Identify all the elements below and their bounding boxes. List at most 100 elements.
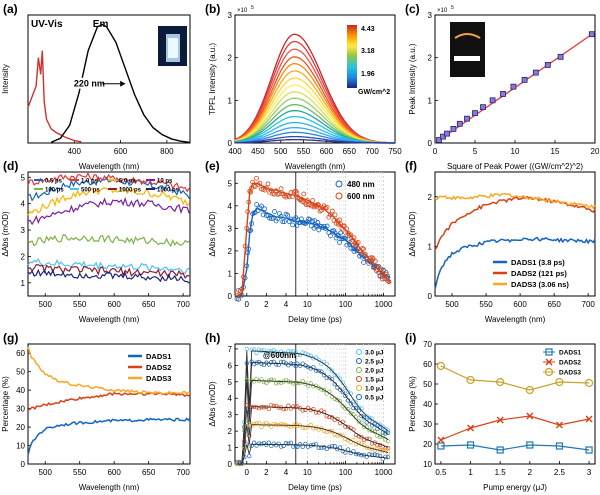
x-axis-label: Delay time (ps) — [288, 483, 342, 492]
kinetic-point — [263, 213, 269, 218]
y-tick-label: 0 — [21, 460, 26, 469]
x-tick-label: 600 — [114, 147, 128, 156]
kinetic-point — [308, 353, 313, 358]
data-marker — [436, 361, 446, 371]
x-tick-label: 4 — [284, 300, 289, 309]
data-marker — [466, 375, 475, 385]
y-tick-label: 0 — [228, 292, 233, 301]
y-axis-label: ΔAbs (mOD) — [208, 381, 217, 427]
kinetic-point — [272, 209, 277, 214]
kinetic-point — [266, 440, 271, 445]
y-tick-label: 4 — [228, 202, 233, 211]
kinetic-point — [315, 219, 321, 225]
inset-beam-arc — [454, 33, 481, 39]
kinetic-point — [278, 380, 284, 385]
kinetic-point — [269, 349, 274, 354]
y-tick-label: 30 — [16, 405, 25, 414]
kinetic-point — [361, 442, 367, 448]
x-tick-label: 600 — [107, 300, 121, 309]
data-point — [480, 104, 486, 111]
y-tick-label: 60 — [16, 349, 25, 358]
legend-label: DADS1 — [559, 350, 581, 357]
y-axis-label: Percentage (%) — [408, 376, 417, 432]
kinetic-point — [278, 349, 284, 354]
kinetic-point — [332, 372, 337, 377]
kinetic-point — [383, 271, 389, 277]
x-tick-label: 2 — [528, 468, 533, 477]
kinetic-point — [381, 268, 386, 274]
kinetic-point — [359, 435, 364, 440]
kinetic-point — [266, 378, 271, 383]
colorbar-tick-label: 4.43 — [361, 26, 375, 33]
plot-frame — [234, 171, 396, 297]
kinetic-point — [291, 404, 296, 409]
kinetic-point — [328, 212, 333, 218]
data-point — [521, 76, 528, 83]
kinetic-point — [283, 351, 289, 356]
x-tick-label: 700 — [176, 468, 190, 477]
data-marker — [555, 442, 564, 450]
kinetic-point — [280, 219, 286, 225]
kinetic-point — [261, 379, 267, 385]
y-tick-label: 0 — [228, 139, 233, 148]
kinetic-point — [254, 175, 259, 181]
y-axis-label: TPFL Intensity (a.u.) — [208, 43, 217, 116]
kinetic-point — [372, 448, 377, 453]
kinetic-point — [340, 433, 345, 439]
y-tick-label: 1 — [21, 279, 26, 288]
x-tick-label: 100 — [339, 468, 353, 477]
data-point — [489, 97, 496, 104]
legend-label: 480 nm — [347, 180, 375, 189]
kinetic-point — [347, 241, 352, 247]
x-tick-label: 650 — [142, 300, 156, 309]
kinetic-point — [345, 424, 351, 430]
kinetic-point — [332, 212, 338, 218]
fit-curve — [237, 406, 389, 465]
kinetic-point — [380, 434, 385, 439]
y-tick-label: 50 — [423, 380, 432, 389]
y-tick-label: 3 — [228, 224, 233, 233]
panel-label: (d) — [3, 159, 18, 173]
kinetic-point — [311, 406, 316, 412]
y-tick-label: 20 — [423, 440, 432, 449]
kinetic-point — [338, 230, 344, 236]
data-marker — [525, 385, 534, 395]
kinetic-trace-8 — [27, 268, 190, 284]
x-axis-label: Pump energy (μJ) — [483, 483, 547, 492]
kinetic-point — [251, 421, 257, 427]
panel-label: (f) — [405, 159, 417, 173]
y-tick-label: 2 — [228, 427, 233, 436]
kinetic-point — [383, 454, 388, 459]
kinetic-point — [297, 442, 303, 447]
kinetic-point — [261, 348, 267, 353]
x-tick-label: 550 — [73, 300, 87, 309]
legend-label: 0.5 ps — [45, 179, 63, 185]
colorbar-unit: GW/cm^2 — [358, 88, 390, 96]
kinetic-point — [259, 361, 264, 366]
data-point — [464, 115, 470, 122]
fit-curve — [236, 207, 391, 297]
kinetic-point — [335, 397, 340, 403]
kinetic-point — [260, 212, 266, 218]
kinetic-point — [256, 441, 262, 446]
x-tick-label: 10 — [303, 300, 312, 309]
kinetic-point — [337, 399, 343, 404]
legend-label: 2.5 μJ — [365, 359, 384, 366]
annotation-em: Em — [93, 19, 109, 30]
kinetic-point — [265, 181, 271, 187]
kinetic-point — [286, 423, 291, 429]
panel-label: (h) — [205, 331, 220, 345]
data-marker — [555, 421, 563, 429]
y-tick-label: 3 — [228, 11, 233, 20]
kinetic-point — [278, 422, 284, 427]
kinetic-point — [372, 258, 378, 264]
y-tick-label: 1 — [228, 444, 233, 453]
legend-label: DADS3 — [146, 374, 171, 383]
data-marker — [496, 446, 504, 454]
legend-label: DADS1 (3.8 ps) — [511, 258, 565, 267]
kinetic-point — [328, 233, 333, 239]
kinetic-point — [324, 223, 330, 229]
kinetic-point — [251, 379, 257, 384]
x-tick-label: 20 — [591, 147, 600, 156]
y-axis-label: ΔAbs (mOD) — [408, 211, 417, 257]
